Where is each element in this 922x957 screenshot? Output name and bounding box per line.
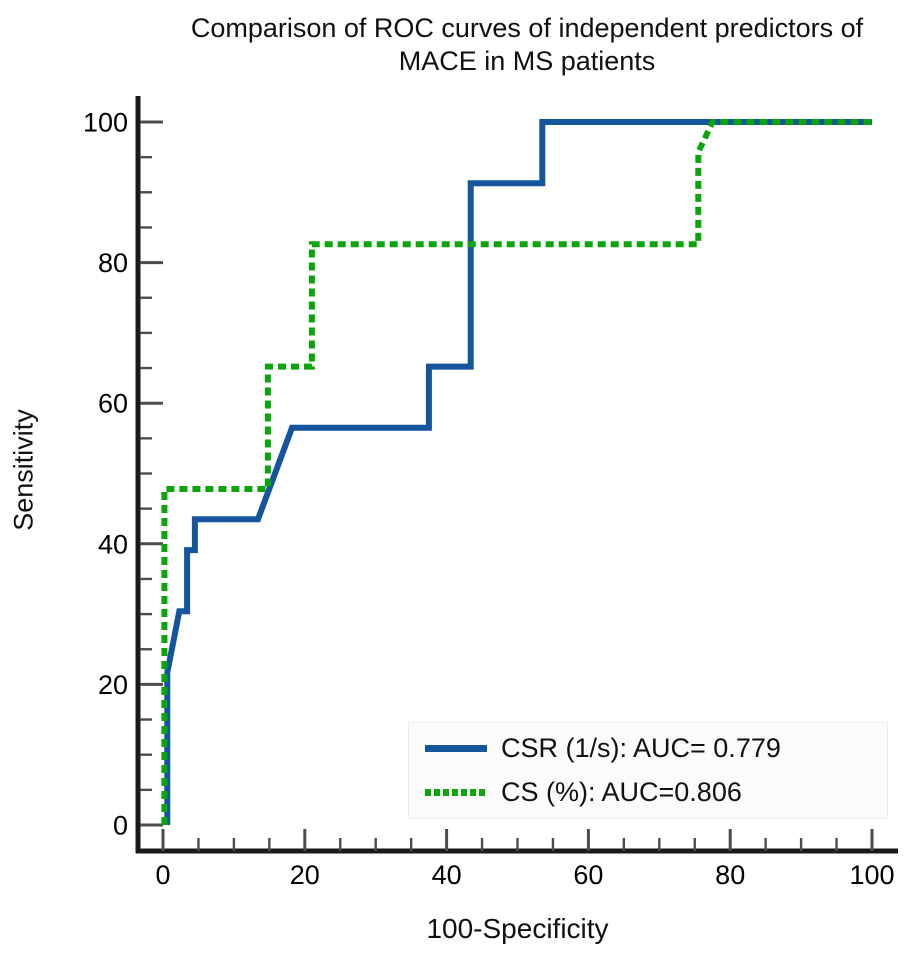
x-tick-label: 80 — [715, 860, 745, 890]
x-tick-label: 20 — [290, 860, 320, 890]
y-tick-label: 20 — [98, 670, 128, 700]
chart-title: Comparison of ROC curves of independent … — [132, 12, 922, 78]
y-tick-label: 40 — [98, 529, 128, 559]
roc-curve-csr-s — [164, 119, 872, 825]
x-tick-label: 60 — [573, 860, 603, 890]
y-tick-label: 80 — [98, 248, 128, 278]
x-tick-label: 0 — [155, 860, 170, 890]
cs-dashed-line-sample-icon — [425, 789, 487, 796]
legend-row-cs: CS (%): AUC=0.806 — [425, 776, 887, 810]
y-tick-label: 100 — [83, 108, 128, 138]
legend-label-csr: CSR (1/s): AUC= 0.779 — [501, 733, 781, 763]
roc-curve-cs-% — [161, 119, 872, 825]
chart-title-line-1: Comparison of ROC curves of independent … — [190, 13, 864, 43]
y-tick-label: 60 — [98, 389, 128, 419]
x-tick-label: 100 — [849, 860, 894, 890]
y-axis-title: Sensitivity — [8, 409, 39, 531]
legend-label-cs: CS (%): AUC=0.806 — [501, 777, 742, 807]
x-axis-title: 100-Specificity — [426, 913, 609, 944]
y-tick-label: 0 — [113, 811, 128, 841]
legend: CSR (1/s): AUC= 0.779 CS (%): AUC=0.806 — [408, 722, 888, 819]
x-tick-label: 40 — [432, 860, 462, 890]
csr-solid-line-sample-icon — [425, 745, 487, 752]
legend-row-csr: CSR (1/s): AUC= 0.779 — [425, 732, 887, 766]
chart-title-line-2: MACE in MS patients — [398, 46, 656, 76]
